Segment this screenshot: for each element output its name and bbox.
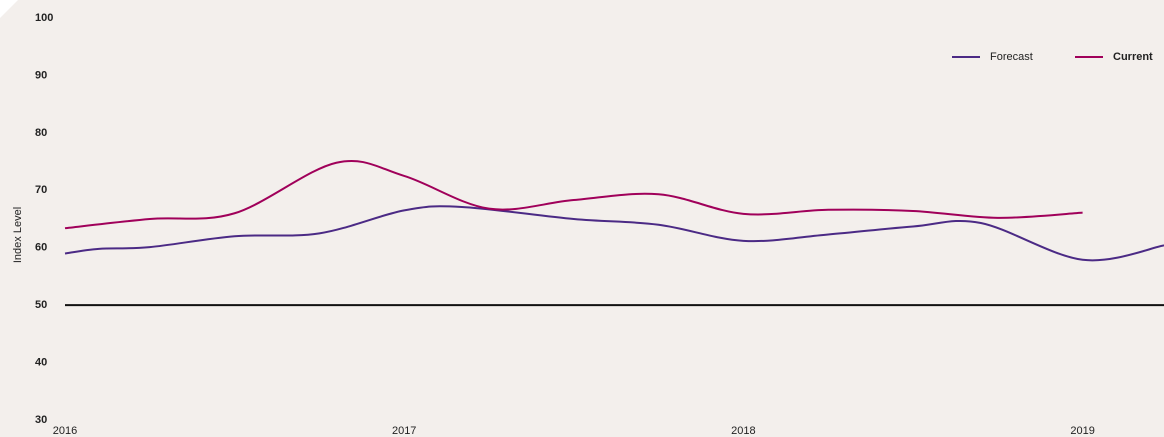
y-axis-label: Index Level xyxy=(12,207,24,263)
series-line xyxy=(64,159,1083,230)
x-tick-label: 2019 xyxy=(1070,425,1094,437)
y-tick-label: 80 xyxy=(35,127,47,139)
y-tick-label: 70 xyxy=(35,184,47,196)
legend-label: Forecast xyxy=(990,51,1033,63)
x-tick-label: 2018 xyxy=(731,425,755,437)
x-tick-label: 2017 xyxy=(392,425,416,437)
legend-label: Current xyxy=(1113,51,1153,63)
y-tick-label: 60 xyxy=(35,242,47,254)
y-tick-label: 100 xyxy=(35,12,53,24)
series-line xyxy=(64,205,1164,262)
corner xyxy=(0,0,18,18)
y-tick-label: 50 xyxy=(35,299,47,311)
y-tick-label: 90 xyxy=(35,69,47,81)
y-tick-label: 40 xyxy=(35,356,47,368)
y-tick-label: 30 xyxy=(35,414,47,426)
x-tick-label: 2016 xyxy=(53,425,77,437)
